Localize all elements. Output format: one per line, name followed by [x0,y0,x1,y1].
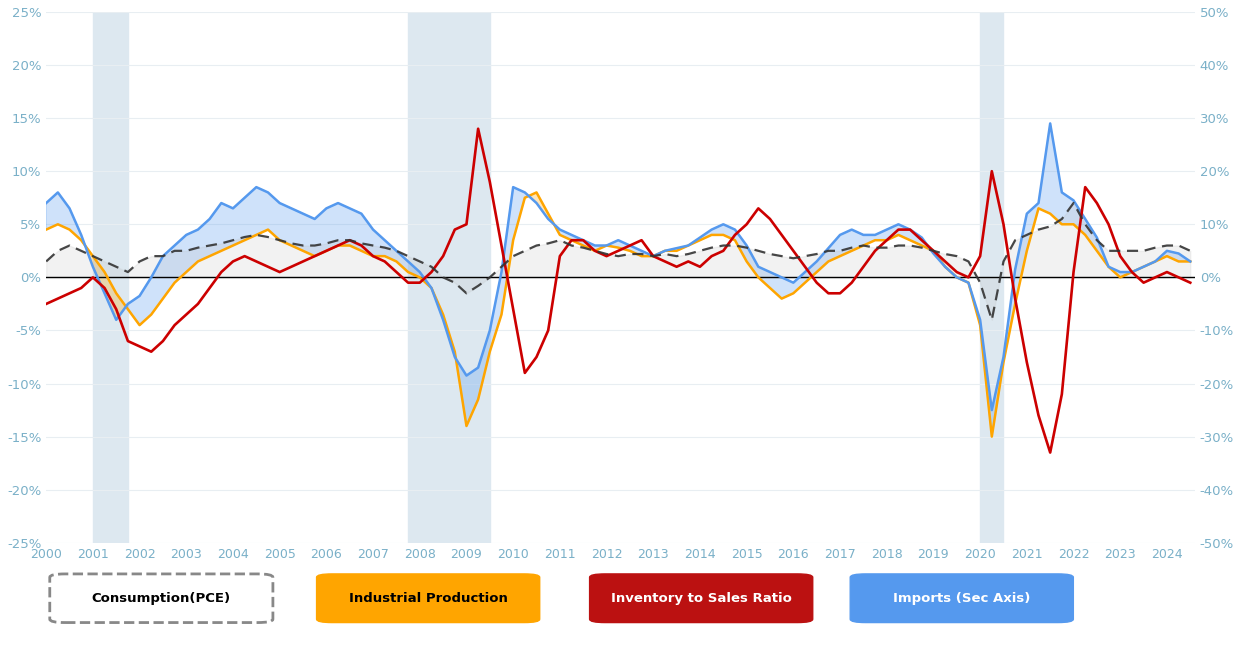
FancyBboxPatch shape [589,574,813,622]
Bar [408,12,490,543]
Text: Consumption(PCE): Consumption(PCE) [92,591,231,605]
Text: Industrial Production: Industrial Production [349,591,508,605]
Bar [93,12,128,543]
FancyBboxPatch shape [50,574,273,622]
Bar [980,12,1004,543]
FancyBboxPatch shape [850,574,1073,622]
Text: Imports (Sec Axis): Imports (Sec Axis) [894,591,1030,605]
Text: Inventory to Sales Ratio: Inventory to Sales Ratio [611,591,792,605]
FancyBboxPatch shape [316,574,540,622]
